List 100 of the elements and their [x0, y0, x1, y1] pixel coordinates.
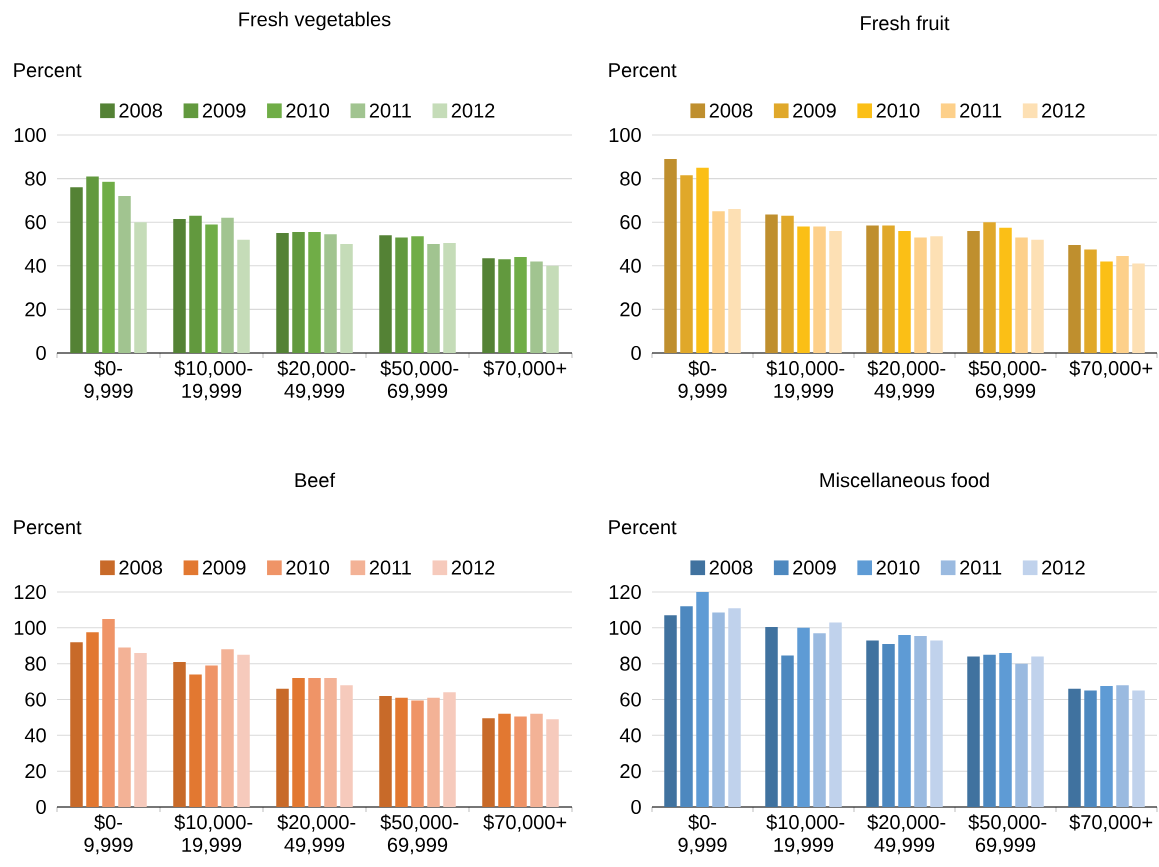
- bar: [276, 688, 289, 807]
- bar: [189, 674, 202, 807]
- bar: [379, 235, 392, 353]
- bar: [1015, 237, 1028, 353]
- y-tick-label: 20: [25, 764, 46, 779]
- bar: [292, 232, 305, 353]
- bar: [443, 692, 456, 807]
- bar: [205, 224, 218, 353]
- x-tick-label: $0-9,999: [678, 814, 727, 855]
- y-axis-title: Percent: [609, 63, 677, 78]
- bar: [134, 222, 147, 353]
- bar: [1031, 656, 1044, 807]
- x-tick-label: $20,000-49,999: [867, 360, 946, 401]
- x-tick-label: $10,000-19,999: [766, 360, 845, 401]
- y-tick-label: 100: [609, 127, 641, 143]
- bar: [237, 239, 250, 353]
- bar: [1132, 263, 1145, 353]
- bar: [930, 640, 943, 807]
- bar: [813, 633, 826, 807]
- bar: [1031, 239, 1044, 353]
- bar: [712, 211, 725, 353]
- bar: [498, 713, 511, 807]
- bar: [427, 243, 440, 353]
- bar: [70, 642, 83, 807]
- bar: [898, 230, 911, 353]
- bar: [118, 647, 131, 807]
- y-axis-title: Percent: [609, 520, 677, 535]
- x-tick-label: $20,000-49,999: [867, 814, 946, 855]
- bar: [930, 236, 943, 353]
- x-tick-label: $70,000+: [483, 360, 567, 378]
- bar: [797, 226, 810, 353]
- bar: [914, 635, 927, 807]
- legend-label: 2012: [451, 560, 495, 575]
- bar: [134, 652, 147, 807]
- bar: [379, 695, 392, 807]
- bar: [1015, 663, 1028, 807]
- x-tick-label: $0-9,999: [84, 814, 133, 855]
- x-tick-label: $0-9,999: [84, 360, 133, 401]
- y-tick-label: 120: [14, 584, 46, 600]
- legend-label: 2009: [793, 103, 836, 118]
- y-tick-label: 20: [620, 764, 641, 779]
- x-tick-label: $10,000-19,999: [766, 814, 845, 855]
- bar: [999, 652, 1012, 807]
- bar: [546, 719, 559, 807]
- y-tick-label: 100: [14, 620, 46, 635]
- x-tick-label: $70,000+: [1069, 814, 1153, 832]
- bar: [696, 167, 709, 353]
- bar: [983, 654, 996, 807]
- x-tick-label: $20,000-49,999: [277, 814, 356, 855]
- bar: [882, 643, 895, 807]
- bar: [482, 258, 495, 353]
- bar: [728, 608, 741, 807]
- y-axis-title: Percent: [14, 520, 82, 535]
- y-tick-label: 0: [631, 799, 641, 815]
- bar: [173, 218, 186, 353]
- legend-label: 2011: [960, 560, 1002, 575]
- bar: [395, 697, 408, 807]
- bar: [205, 665, 218, 807]
- bar: [1084, 249, 1097, 353]
- y-tick-label: 40: [24, 258, 46, 273]
- y-tick-label: 80: [620, 656, 641, 671]
- bar: [765, 626, 778, 807]
- x-tick-label: $10,000-19,999: [174, 814, 253, 855]
- legend-label: 2008: [709, 103, 753, 118]
- chart-title: Fresh fruit: [861, 15, 950, 31]
- chart-title: Miscellaneous food: [820, 472, 989, 488]
- bar: [1100, 686, 1113, 807]
- legend-label: 2012: [1042, 103, 1085, 118]
- bar: [514, 716, 527, 807]
- x-tick-label: $50,000-69,999: [380, 360, 459, 401]
- bar: [427, 697, 440, 807]
- y-tick-label: 0: [36, 799, 46, 815]
- bar: [102, 618, 115, 807]
- bar: [308, 232, 321, 353]
- legend-label: 2012: [1042, 560, 1085, 575]
- x-tick-label: $20,000-49,999: [277, 360, 356, 401]
- y-tick-label: 60: [25, 692, 46, 707]
- bar: [118, 196, 131, 353]
- legend-label: 2008: [119, 103, 163, 118]
- bar: [1116, 685, 1129, 807]
- bar: [1068, 688, 1081, 807]
- bar: [813, 226, 826, 353]
- legend-label: 2010: [286, 560, 330, 575]
- y-axis-title: Percent: [14, 63, 82, 78]
- legend-label: 2010: [876, 560, 920, 575]
- y-tick-label: 40: [24, 728, 46, 743]
- y-tick-label: 40: [619, 258, 641, 273]
- bar: [680, 606, 693, 807]
- bar: [514, 257, 527, 353]
- bar: [395, 237, 408, 353]
- legend-label: 2009: [202, 560, 246, 575]
- y-tick-label: 120: [609, 584, 641, 600]
- bar: [482, 718, 495, 807]
- bar: [728, 209, 741, 353]
- bar: [829, 230, 842, 353]
- y-tick-label: 40: [619, 728, 641, 743]
- bar: [308, 678, 321, 807]
- x-tick-label: $50,000-69,999: [380, 814, 459, 855]
- bar: [999, 227, 1012, 353]
- chart-title: Fresh vegetables: [239, 11, 391, 31]
